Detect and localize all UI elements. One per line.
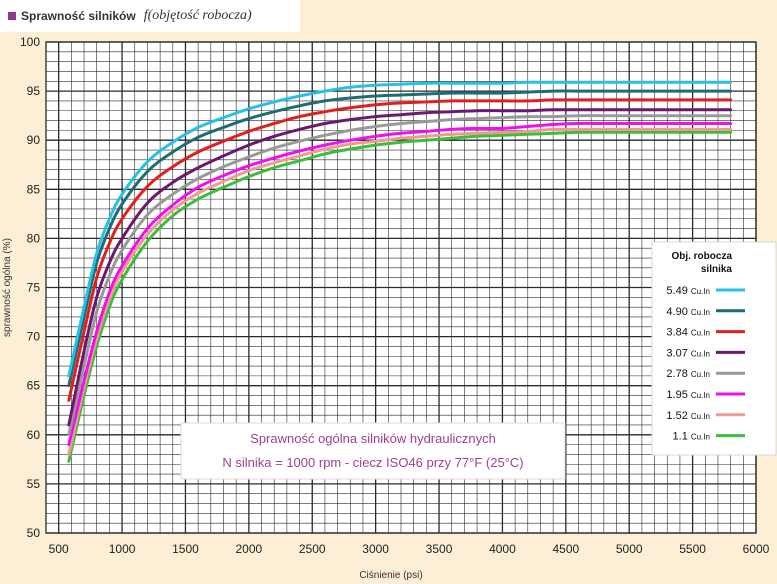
series-line bbox=[67, 98, 733, 402]
x-tick-label: 1500 bbox=[172, 542, 199, 556]
legend-item-label: 3.84 Cu.In bbox=[666, 327, 710, 339]
legend-item-label: 3.07 Cu.In bbox=[666, 347, 710, 359]
series-line bbox=[67, 130, 733, 463]
y-tick-label: 100 bbox=[20, 35, 40, 49]
x-tick-label: 5500 bbox=[679, 542, 706, 556]
y-tick-label: 50 bbox=[27, 526, 41, 540]
series-line bbox=[67, 108, 733, 427]
y-tick-label: 70 bbox=[27, 330, 41, 344]
header-title: Sprawność silników bbox=[21, 9, 136, 23]
x-tick-label: 3500 bbox=[426, 542, 453, 556]
legend-item-label: 1.1 Cu.In bbox=[673, 431, 710, 443]
legend: Obj. robocza silnika 5.49 Cu.In 4.90 Cu.I… bbox=[651, 241, 777, 456]
legend-title-line-1: Obj. robocza bbox=[671, 251, 732, 262]
legend-item-label: 4.90 Cu.In bbox=[666, 306, 710, 318]
y-tick-label: 75 bbox=[27, 281, 41, 295]
annotation-line-1: Sprawność ogólna silników hydraulicznych bbox=[250, 431, 496, 446]
series-lines bbox=[67, 80, 733, 463]
x-axis-label: Ciśnienie (psi) bbox=[359, 570, 422, 581]
x-tick-label: 2500 bbox=[299, 542, 326, 556]
x-tick-label: 4500 bbox=[552, 542, 579, 556]
series-line bbox=[67, 114, 733, 437]
legend-item-label: 1.52 Cu.In bbox=[666, 410, 710, 422]
y-tick-label: 85 bbox=[27, 182, 41, 196]
x-tick-label: 3000 bbox=[362, 542, 389, 556]
y-tick-label: 65 bbox=[27, 379, 41, 393]
y-tick-label: 55 bbox=[27, 477, 41, 491]
x-tick-labels: 500 1000 1500 2000 2500 3000 3500 4000 4500 5000 5… bbox=[49, 542, 770, 556]
series-line bbox=[67, 89, 733, 388]
series-line bbox=[67, 127, 733, 456]
legend-background bbox=[651, 241, 777, 456]
y-axis-label: sprawność ogólna (%) bbox=[2, 238, 13, 337]
y-tick-label: 90 bbox=[27, 133, 41, 147]
annotation-box: Sprawność ogólna silników hydraulicznych… bbox=[180, 422, 566, 480]
header-bar: Sprawność silników f(objętość robocza) bbox=[0, 0, 300, 32]
legend-title-line-2: silnika bbox=[701, 264, 733, 275]
x-tick-label: 1000 bbox=[109, 542, 136, 556]
y-tick-labels: 50 55 60 65 70 75 80 85 90 95 100 bbox=[20, 35, 40, 540]
legend-item-label: 5.49 Cu.In bbox=[666, 285, 710, 297]
y-tick-label: 60 bbox=[27, 428, 41, 442]
legend-items: 5.49 Cu.In 4.90 Cu.In 3.84 Cu.In 3.07 Cu.In… bbox=[666, 285, 745, 443]
header-subtitle: f(objętość robocza) bbox=[143, 8, 252, 23]
series-line bbox=[67, 80, 733, 378]
x-tick-label: 4000 bbox=[489, 542, 516, 556]
series-line bbox=[67, 121, 733, 447]
legend-item-label: 1.95 Cu.In bbox=[666, 389, 710, 401]
legend-item-label: 2.78 Cu.In bbox=[666, 368, 710, 380]
x-tick-label: 5000 bbox=[616, 542, 643, 556]
y-tick-label: 95 bbox=[27, 84, 41, 98]
x-tick-label: 6000 bbox=[743, 542, 770, 556]
y-tick-label: 80 bbox=[27, 231, 41, 245]
annotation-line-2: N silnika = 1000 rpm - ciecz ISO46 przy … bbox=[222, 455, 523, 470]
annotation-background bbox=[180, 422, 566, 480]
x-tick-label: 500 bbox=[49, 542, 69, 556]
x-tick-label: 2000 bbox=[236, 542, 263, 556]
header-square-icon bbox=[8, 12, 16, 20]
